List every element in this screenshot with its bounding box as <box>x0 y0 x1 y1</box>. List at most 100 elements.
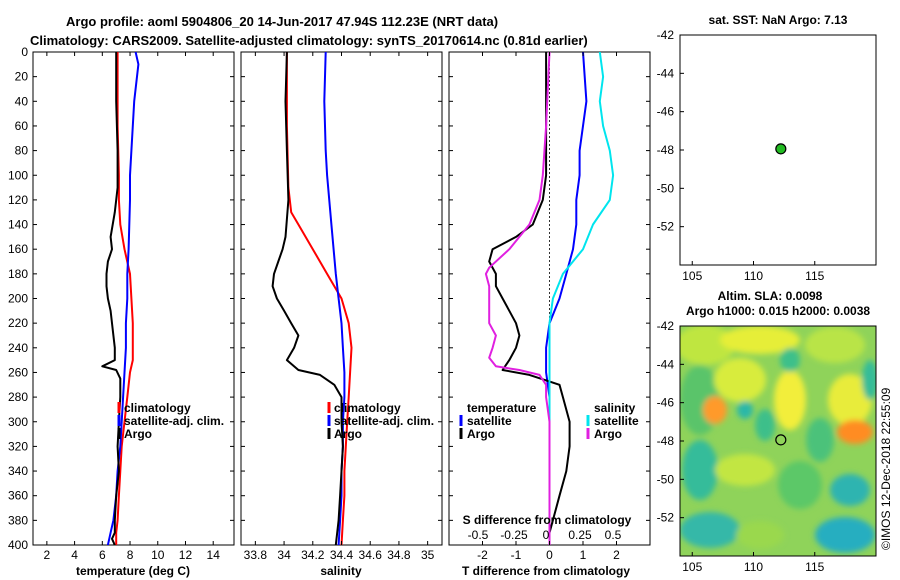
x-tick-label: 34 <box>277 548 291 562</box>
x-tick-label: 33.8 <box>244 548 268 562</box>
x-tick-label: -2 <box>477 548 488 562</box>
depth-tick-label: 200 <box>8 292 28 306</box>
sst-map-axes: 105 110 115 -42 -44 -46 -48 -50 -52 <box>657 28 825 283</box>
legend-label: satellite-adj. clim. <box>124 414 224 428</box>
map-y-tick-label: -42 <box>657 28 675 42</box>
depth-tick-label: 140 <box>8 218 28 232</box>
temperature-legend: climatology satellite-adj. clim. Argo <box>117 401 224 441</box>
sla-map-subtitle: Argo h1000: 0.015 h2000: 0.0038 <box>686 304 870 318</box>
series-line-argo <box>101 52 122 545</box>
depth-tick-label: 160 <box>8 242 28 256</box>
x-tick-label: 1 <box>580 548 587 562</box>
depth-tick-label: 180 <box>8 267 28 281</box>
temperature-xlabel: temperature (deg C) <box>76 564 190 578</box>
salinity-lines <box>271 52 353 545</box>
depth-tick-label: 280 <box>8 390 28 404</box>
x-tick-label: 2 <box>44 548 51 562</box>
map-y-tick-label: -48 <box>657 434 675 448</box>
x-tick-label: 12 <box>179 548 193 562</box>
depth-tick-label: 360 <box>8 489 28 503</box>
depth-tick-label: 40 <box>15 94 29 108</box>
series-line-climatology <box>285 52 353 545</box>
s-diff-tick-label: 0.5 <box>605 528 622 542</box>
difference-legend: temperature satellite Argo salinity sate… <box>459 401 639 441</box>
x-tick-label: 10 <box>151 548 165 562</box>
map-y-tick-label: -50 <box>657 472 675 486</box>
map-y-tick-label: -52 <box>657 511 675 525</box>
x-axes: 2 4 6 8 10 12 14 33.8 34 34.2 34.4 34.6 34.8 35 -2 -1 0 1… <box>44 52 620 562</box>
map-x-tick-label: 115 <box>805 269 824 283</box>
depth-tick-label: 120 <box>8 193 28 207</box>
x-tick-label: -1 <box>511 548 522 562</box>
map-x-tick-label: 115 <box>805 560 824 574</box>
salinity-legend: climatology satellite-adj. clim. Argo <box>327 401 434 441</box>
legend-label: Argo <box>594 427 622 441</box>
x-tick-label: 8 <box>127 548 134 562</box>
x-tick-label: 34.2 <box>301 548 325 562</box>
map-y-tick-label: -50 <box>657 181 675 195</box>
depth-tick-label: 20 <box>15 70 29 84</box>
sst-map-argo-marker <box>775 143 787 155</box>
sst-map-title: sat. SST: NaN Argo: 7.13 <box>709 13 848 27</box>
depth-tick-label: 60 <box>15 119 29 133</box>
series-line-satellite-adj-clim- <box>106 52 140 545</box>
x-tick-label: 4 <box>71 548 78 562</box>
sla-map-argo-marker <box>775 434 787 446</box>
depth-tick-label: 320 <box>8 439 28 453</box>
depth-tick-label: 100 <box>8 168 28 182</box>
legend-label: Argo <box>334 427 362 441</box>
x-tick-label: 34.8 <box>387 548 411 562</box>
map-x-tick-label: 110 <box>744 560 763 574</box>
legend-title-temperature: temperature <box>467 401 537 415</box>
series-line-salinity-argo <box>484 52 551 545</box>
salinity-xlabel: salinity <box>320 564 362 578</box>
temperature-lines <box>101 52 140 545</box>
difference-top-xlabel: S difference from climatology <box>463 513 632 527</box>
legend-label: climatology <box>124 401 191 415</box>
title-line2: Climatology: CARS2009. Satellite-adjuste… <box>30 33 588 48</box>
x-tick-label: 14 <box>207 548 221 562</box>
depth-tick-label: 400 <box>8 538 28 552</box>
title-line1: Argo profile: aoml 5904806_20 14-Jun-201… <box>66 14 498 29</box>
difference-lines <box>484 52 615 545</box>
x-tick-label: 2 <box>613 548 620 562</box>
map-y-tick-label: -42 <box>657 319 675 333</box>
map-y-tick-label: -46 <box>657 105 675 119</box>
s-diff-tick-label: 0.25 <box>568 528 592 542</box>
sla-heatmap <box>680 326 876 556</box>
map-x-tick-label: 105 <box>682 560 702 574</box>
s-diff-tick-label: -0.5 <box>468 528 489 542</box>
depth-tick-label: 0 <box>21 45 28 59</box>
depth-axis: 0 20 40 60 80 100 120 140 160 180 200 220 240 260 280 3… <box>8 45 650 552</box>
sla-map-title: Altim. SLA: 0.0098 <box>718 289 823 303</box>
series-line-temperature-argo <box>488 52 571 545</box>
depth-tick-label: 220 <box>8 316 28 330</box>
map-y-tick-label: -44 <box>657 357 675 371</box>
imos-watermark: ©IMOS 12-Dec-2018 22:55:09 <box>879 387 893 550</box>
depth-tick-label: 300 <box>8 415 28 429</box>
x-tick-label: 35 <box>421 548 435 562</box>
map-y-tick-label: -48 <box>657 143 675 157</box>
legend-label: Argo <box>124 427 152 441</box>
depth-tick-label: 240 <box>8 341 28 355</box>
legend-label: climatology <box>334 401 401 415</box>
legend-label: satellite-adj. clim. <box>334 414 434 428</box>
s-diff-tick-label: 0 <box>543 528 550 542</box>
series-line-argo <box>271 52 344 545</box>
legend-label: satellite <box>594 414 639 428</box>
depth-tick-label: 80 <box>15 144 29 158</box>
s-diff-tick-label: -0.25 <box>500 528 528 542</box>
series-line-salinity-satellite <box>548 52 615 545</box>
map-x-tick-label: 105 <box>682 269 702 283</box>
depth-tick-label: 260 <box>8 365 28 379</box>
legend-title-salinity: salinity <box>594 401 636 415</box>
x-tick-label: 6 <box>99 548 106 562</box>
legend-label: satellite <box>467 414 512 428</box>
map-y-tick-label: -46 <box>657 396 675 410</box>
legend-label: Argo <box>467 427 495 441</box>
depth-tick-label: 380 <box>8 513 28 527</box>
difference-xlabel: T difference from climatology <box>462 564 630 578</box>
x-tick-label: 0 <box>546 548 553 562</box>
depth-tick-label: 340 <box>8 464 28 478</box>
